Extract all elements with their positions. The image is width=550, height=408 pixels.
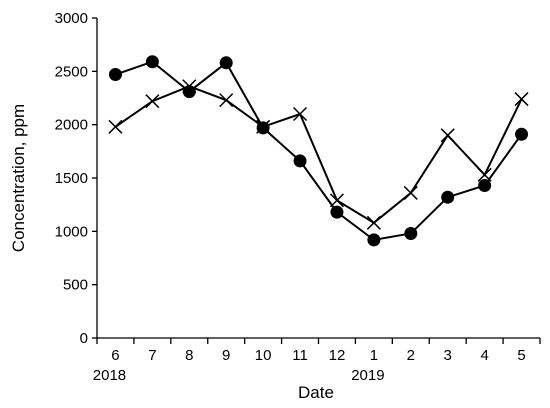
- x-tick-label: 10: [255, 347, 272, 364]
- x-axis-title: Date: [298, 383, 334, 402]
- data-point-circle: [367, 233, 381, 247]
- x-year-label: 2018: [93, 367, 126, 384]
- cross-stroke: [403, 185, 418, 200]
- x-tick-label: 12: [329, 347, 346, 364]
- y-tick-label: 2000: [55, 117, 88, 134]
- x-tick-label: 8: [185, 347, 193, 364]
- y-tick-label: 1500: [55, 170, 88, 187]
- y-axis-title: Concentration, ppm: [9, 104, 28, 252]
- cross-stroke: [293, 106, 308, 122]
- x-tick-label: 2: [407, 347, 415, 364]
- cross-stroke: [182, 79, 197, 94]
- data-point-circle: [478, 178, 492, 192]
- cross-stroke: [145, 94, 160, 109]
- data-point-cross: [293, 106, 308, 122]
- data-point-cross: [145, 94, 160, 109]
- series-line-circles: [115, 60, 523, 241]
- x-tick-label: 9: [222, 347, 230, 364]
- data-point-circle: [515, 127, 529, 141]
- x-tick-label: 5: [517, 347, 525, 364]
- cross-stroke: [219, 93, 234, 108]
- x-tick-label: 7: [148, 347, 156, 364]
- x-tick-label: 3: [444, 347, 452, 364]
- cross-stroke: [329, 193, 344, 208]
- cross-stroke: [440, 128, 455, 143]
- data-point-cross: [403, 185, 418, 200]
- data-point-circle: [108, 68, 122, 82]
- cross-stroke: [366, 215, 381, 230]
- cross-stroke: [514, 92, 529, 107]
- data-point-circle: [441, 190, 455, 204]
- x-tick-label: 1: [370, 347, 378, 364]
- series-line-crosses: [114, 85, 523, 225]
- data-point-cross: [256, 119, 271, 134]
- data-point-circle: [293, 154, 307, 168]
- y-tick-label: 1000: [55, 223, 88, 240]
- x-tick-label: 6: [111, 347, 119, 364]
- y-tick-label: 0: [80, 330, 88, 347]
- x-tick-label: 4: [480, 347, 488, 364]
- data-point-cross: [366, 215, 381, 230]
- series-layer: [108, 55, 529, 247]
- data-point-cross: [108, 119, 123, 134]
- data-point-cross: [182, 79, 197, 94]
- y-tick-label: 500: [63, 277, 88, 294]
- cross-stroke: [477, 167, 492, 182]
- data-point-circle: [330, 205, 344, 219]
- x-year-label: 2019: [351, 367, 384, 384]
- data-point-cross: [329, 193, 344, 208]
- y-tick-label: 2500: [55, 63, 88, 80]
- data-point-circle: [404, 226, 418, 240]
- cross-stroke: [256, 119, 271, 134]
- y-tick-label: 3000: [55, 10, 88, 27]
- data-point-circle: [145, 55, 159, 69]
- data-point-cross: [219, 93, 234, 108]
- data-point-cross: [440, 128, 455, 143]
- data-point-cross: [477, 167, 492, 182]
- cross-stroke: [108, 119, 123, 134]
- data-point-cross: [514, 92, 529, 107]
- data-point-circle: [219, 56, 233, 70]
- y-axis: 0 500 1000 1500 2000 2500 3000: [55, 10, 98, 347]
- x-tick-label: 11: [292, 347, 308, 364]
